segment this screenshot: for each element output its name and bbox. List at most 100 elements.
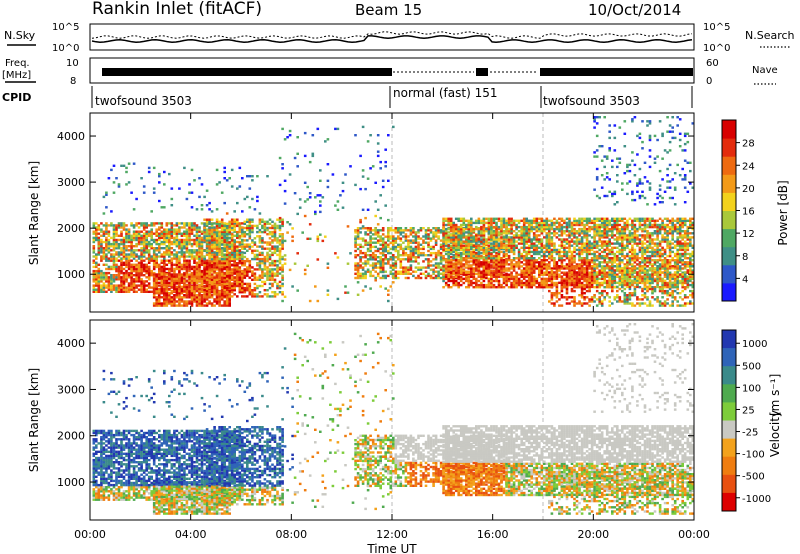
data-cell	[268, 282, 272, 286]
data-cell	[540, 240, 544, 243]
data-cell	[475, 261, 478, 264]
nsky-label: N.Sky	[4, 29, 36, 42]
data-cell	[127, 276, 131, 279]
data-cell	[195, 284, 199, 287]
data-cell	[180, 300, 184, 303]
data-cell	[105, 222, 108, 225]
data-cell	[112, 286, 116, 289]
data-cell	[127, 238, 131, 242]
data-cell	[414, 239, 418, 242]
data-cell	[480, 219, 483, 222]
data-cell	[376, 247, 380, 251]
data-cell	[532, 246, 536, 249]
data-cell	[155, 257, 158, 260]
data-cell	[447, 254, 450, 258]
data-cell	[263, 230, 267, 234]
data-cell	[178, 273, 181, 276]
data-cell	[200, 294, 204, 297]
data-cell	[374, 233, 377, 236]
data-cell	[152, 232, 156, 235]
data-cell	[213, 280, 216, 284]
data-cell	[278, 239, 282, 242]
data-cell	[203, 249, 206, 252]
data-cell	[510, 281, 513, 285]
data-cell	[452, 223, 455, 227]
data-cell	[152, 251, 156, 254]
cpid-segment: twofsound 3503	[543, 94, 640, 108]
data-cell	[470, 271, 473, 274]
data-cell	[485, 273, 488, 276]
data-cell	[205, 270, 209, 273]
data-cell	[490, 238, 493, 241]
data-cell	[447, 257, 450, 260]
data-cell	[200, 230, 204, 233]
data-cell	[497, 234, 501, 237]
data-cell	[442, 217, 445, 220]
data-cell	[183, 253, 186, 256]
data-cell	[210, 236, 214, 240]
data-cell	[359, 276, 362, 280]
data-cell	[155, 302, 158, 305]
data-cell	[230, 218, 234, 221]
data-cell	[195, 242, 199, 246]
data-cell	[553, 230, 556, 233]
data-cell	[233, 218, 236, 221]
data-cell	[140, 238, 143, 242]
data-cell	[276, 224, 279, 228]
data-cell	[95, 253, 98, 256]
data-cell	[107, 251, 111, 254]
data-cell	[548, 252, 551, 256]
data-cell	[223, 265, 226, 269]
data-cell	[502, 275, 506, 278]
data-cell	[220, 220, 224, 223]
data-cell	[223, 240, 226, 244]
data-cell	[175, 290, 179, 293]
data-cell	[225, 222, 229, 225]
data-cell	[545, 248, 549, 252]
data-cell	[198, 298, 201, 301]
data-cell	[371, 241, 375, 244]
data-cell	[230, 288, 234, 291]
data-cell	[399, 247, 403, 251]
data-cell	[178, 222, 181, 225]
data-cell	[437, 262, 440, 265]
data-cell	[198, 242, 201, 246]
data-cell	[261, 268, 264, 271]
data-cell	[168, 271, 171, 275]
data-cell	[381, 241, 385, 244]
data-cell	[251, 230, 254, 234]
data-cell	[563, 254, 566, 258]
data-cell	[145, 234, 148, 237]
data-cell	[490, 277, 493, 281]
data-cell	[356, 272, 360, 275]
data-cell	[530, 244, 533, 247]
data-cell	[520, 279, 523, 283]
data-cell	[545, 217, 549, 220]
data-cell	[140, 236, 143, 240]
data-cell	[180, 292, 184, 295]
data-cell	[195, 263, 199, 266]
data-cell	[160, 261, 164, 264]
data-cell	[155, 289, 158, 293]
data-cell	[459, 279, 463, 283]
data-cell	[92, 232, 96, 235]
data-cell	[165, 285, 169, 289]
data-cell	[500, 217, 503, 220]
data-cell	[568, 271, 571, 274]
data-cell	[185, 222, 189, 225]
data-cell	[152, 287, 156, 291]
data-cell	[452, 257, 455, 260]
data-cell	[359, 243, 362, 246]
data-cell	[515, 279, 518, 283]
data-cell	[540, 254, 544, 258]
data-cell	[210, 284, 214, 287]
data-cell	[233, 228, 236, 232]
data-cell	[183, 232, 186, 235]
data-cell	[168, 222, 171, 225]
data-cell	[223, 262, 226, 265]
data-cell	[100, 271, 103, 275]
data-cell	[92, 255, 96, 258]
data-cell	[545, 273, 549, 276]
data-cell	[379, 256, 382, 259]
data-cell	[178, 247, 181, 250]
